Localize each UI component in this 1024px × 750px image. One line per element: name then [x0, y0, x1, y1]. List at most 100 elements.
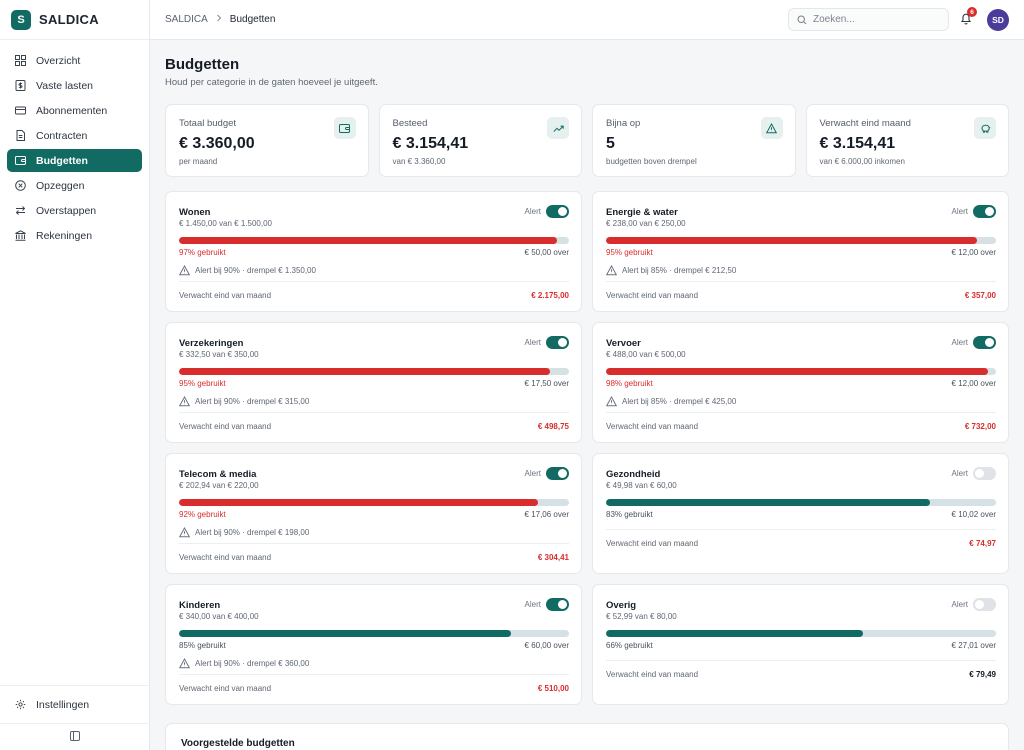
alert-toggle[interactable] [973, 598, 996, 611]
stat-label: Totaal budget [179, 118, 237, 129]
breadcrumb-root[interactable]: SALDICA [165, 14, 208, 25]
alert-toggle[interactable] [546, 598, 569, 611]
alert-label: Alert [524, 469, 541, 478]
progress-fill [179, 499, 538, 506]
remaining-amount: € 50,00 over [524, 248, 569, 257]
progress-bar [179, 499, 569, 506]
avatar[interactable]: SD [987, 9, 1009, 31]
bank-icon [15, 230, 26, 241]
budget-name: Gezondheid [606, 469, 661, 480]
sidebar-nav: Overzicht Vaste lasten Abonnementen Contrac… [0, 40, 149, 258]
budget-card[interactable]: Wonen € 1.450,00 van € 1.500,00 Alert 97% g… [165, 191, 582, 312]
toggle-knob [558, 207, 567, 216]
warning-icon [179, 396, 190, 407]
stat-sub: budgetten boven drempel [606, 157, 697, 166]
collapse-sidebar-button[interactable] [0, 723, 150, 750]
sidebar-item-label: Budgetten [36, 154, 88, 167]
budget-card[interactable]: Energie & water € 238,00 van € 250,00 Aler… [592, 191, 1009, 312]
toggle-knob [985, 338, 994, 347]
notifications-button[interactable]: 6 [960, 7, 977, 28]
projection-label: Verwacht eind van maand [606, 670, 699, 679]
projection-label: Verwacht eind van maand [179, 291, 272, 300]
budget-card[interactable]: Vervoer € 488,00 van € 500,00 Alert 98% geb… [592, 322, 1009, 443]
notification-badge: 6 [967, 7, 977, 17]
settings-label: Instellingen [36, 698, 90, 711]
breadcrumb-current: Budgetten [229, 14, 276, 25]
budget-name: Wonen [179, 207, 211, 218]
alert-toggle[interactable] [973, 336, 996, 349]
sidebar-item-vaste-lasten[interactable]: Vaste lasten [7, 74, 142, 97]
sidebar-item-budgetten[interactable]: Budgetten [7, 149, 142, 172]
progress-bar [606, 237, 996, 244]
toggle-knob [985, 207, 994, 216]
search-input[interactable]: Zoeken... [788, 8, 949, 31]
progress-bar [179, 237, 569, 244]
progress-fill [606, 499, 930, 506]
remaining-amount: € 10,02 over [951, 510, 996, 519]
divider [179, 674, 569, 675]
alert-threshold: Alert bij 85% · drempel € 425,00 [606, 396, 736, 407]
suggested-budgets: Voorgestelde budgetten [165, 723, 1009, 750]
toggle-knob [558, 600, 567, 609]
budget-card[interactable]: Kinderen € 340,00 van € 400,00 Alert 85% ge… [165, 584, 582, 705]
brand[interactable]: S SALDICA [0, 0, 149, 40]
divider [179, 543, 569, 544]
divider [179, 281, 569, 282]
budget-name: Vervoer [606, 338, 641, 349]
sidebar-item-label: Overstappen [36, 204, 97, 217]
alert-label: Alert [951, 469, 968, 478]
budget-card[interactable]: Verzekeringen € 332,50 van € 350,00 Alert 9… [165, 322, 582, 443]
brand-name: SALDICA [39, 12, 99, 27]
alert-toggle[interactable] [546, 467, 569, 480]
sidebar-item-label: Rekeningen [36, 229, 93, 242]
budget-amount: € 340,00 van € 400,00 [179, 612, 259, 621]
alert-toggle[interactable] [973, 467, 996, 480]
brand-logo: S [11, 9, 31, 30]
alert-threshold: Alert bij 85% · drempel € 212,50 [606, 265, 736, 276]
threshold-text: Alert bij 85% · drempel € 425,00 [622, 397, 737, 406]
budget-name: Telecom & media [179, 469, 257, 480]
alert-label: Alert [951, 338, 968, 347]
sidebar-item-abonnementen[interactable]: Abonnementen [7, 99, 142, 122]
budget-card[interactable]: Overig € 52,99 van € 80,00 Alert 66% gebrui… [592, 584, 1009, 705]
credit-card-icon [15, 105, 26, 116]
divider [606, 412, 996, 413]
alert-toggle[interactable] [973, 205, 996, 218]
alert-threshold: Alert bij 90% · drempel € 198,00 [179, 527, 309, 538]
sidebar-item-settings[interactable]: Instellingen [0, 685, 150, 723]
projection-label: Verwacht eind van maand [179, 684, 272, 693]
sidebar-toggle-icon [70, 730, 80, 744]
sidebar-item-opzeggen[interactable]: Opzeggen [7, 174, 142, 197]
budget-amount: € 332,50 van € 350,00 [179, 350, 259, 359]
alert-threshold: Alert bij 90% · drempel € 1.350,00 [179, 265, 316, 276]
stats-row: Totaal budget € 3.360,00 per maand Besteed €… [165, 104, 1009, 177]
alert-toggle[interactable] [546, 205, 569, 218]
sidebar-item-label: Abonnementen [36, 104, 108, 117]
sidebar-item-overstappen[interactable]: Overstappen [7, 199, 142, 222]
toggle-knob [975, 600, 984, 609]
alert-toggle[interactable] [546, 336, 569, 349]
threshold-text: Alert bij 90% · drempel € 198,00 [195, 528, 310, 537]
used-percent: 97% gebruikt [179, 248, 226, 257]
sidebar-item-rekeningen[interactable]: Rekeningen [7, 224, 142, 247]
used-percent: 98% gebruikt [606, 379, 653, 388]
divider [606, 660, 996, 661]
sidebar-item-contracten[interactable]: Contracten [7, 124, 142, 147]
divider [606, 281, 996, 282]
stat-card: Verwacht eind maand € 3.154,41 van € 6.000… [805, 104, 1009, 177]
search-icon [797, 14, 807, 25]
budget-card[interactable]: Telecom & media € 202,94 van € 220,00 Aler… [165, 453, 582, 574]
sidebar-item-overzicht[interactable]: Overzicht [7, 49, 142, 72]
warning-icon [179, 527, 190, 538]
toggle-knob [558, 469, 567, 478]
wallet-icon [15, 155, 26, 166]
cancel-circle-icon [15, 180, 26, 191]
progress-bar [606, 630, 996, 637]
budget-card[interactable]: Gezondheid € 49,98 van € 60,00 Alert 83% ge… [592, 453, 1009, 574]
used-percent: 83% gebruikt [606, 510, 653, 519]
divider [606, 529, 996, 530]
progress-fill [606, 630, 864, 637]
progress-bar [179, 630, 569, 637]
divider [179, 412, 569, 413]
budget-amount: € 52,99 van € 80,00 [606, 612, 677, 621]
